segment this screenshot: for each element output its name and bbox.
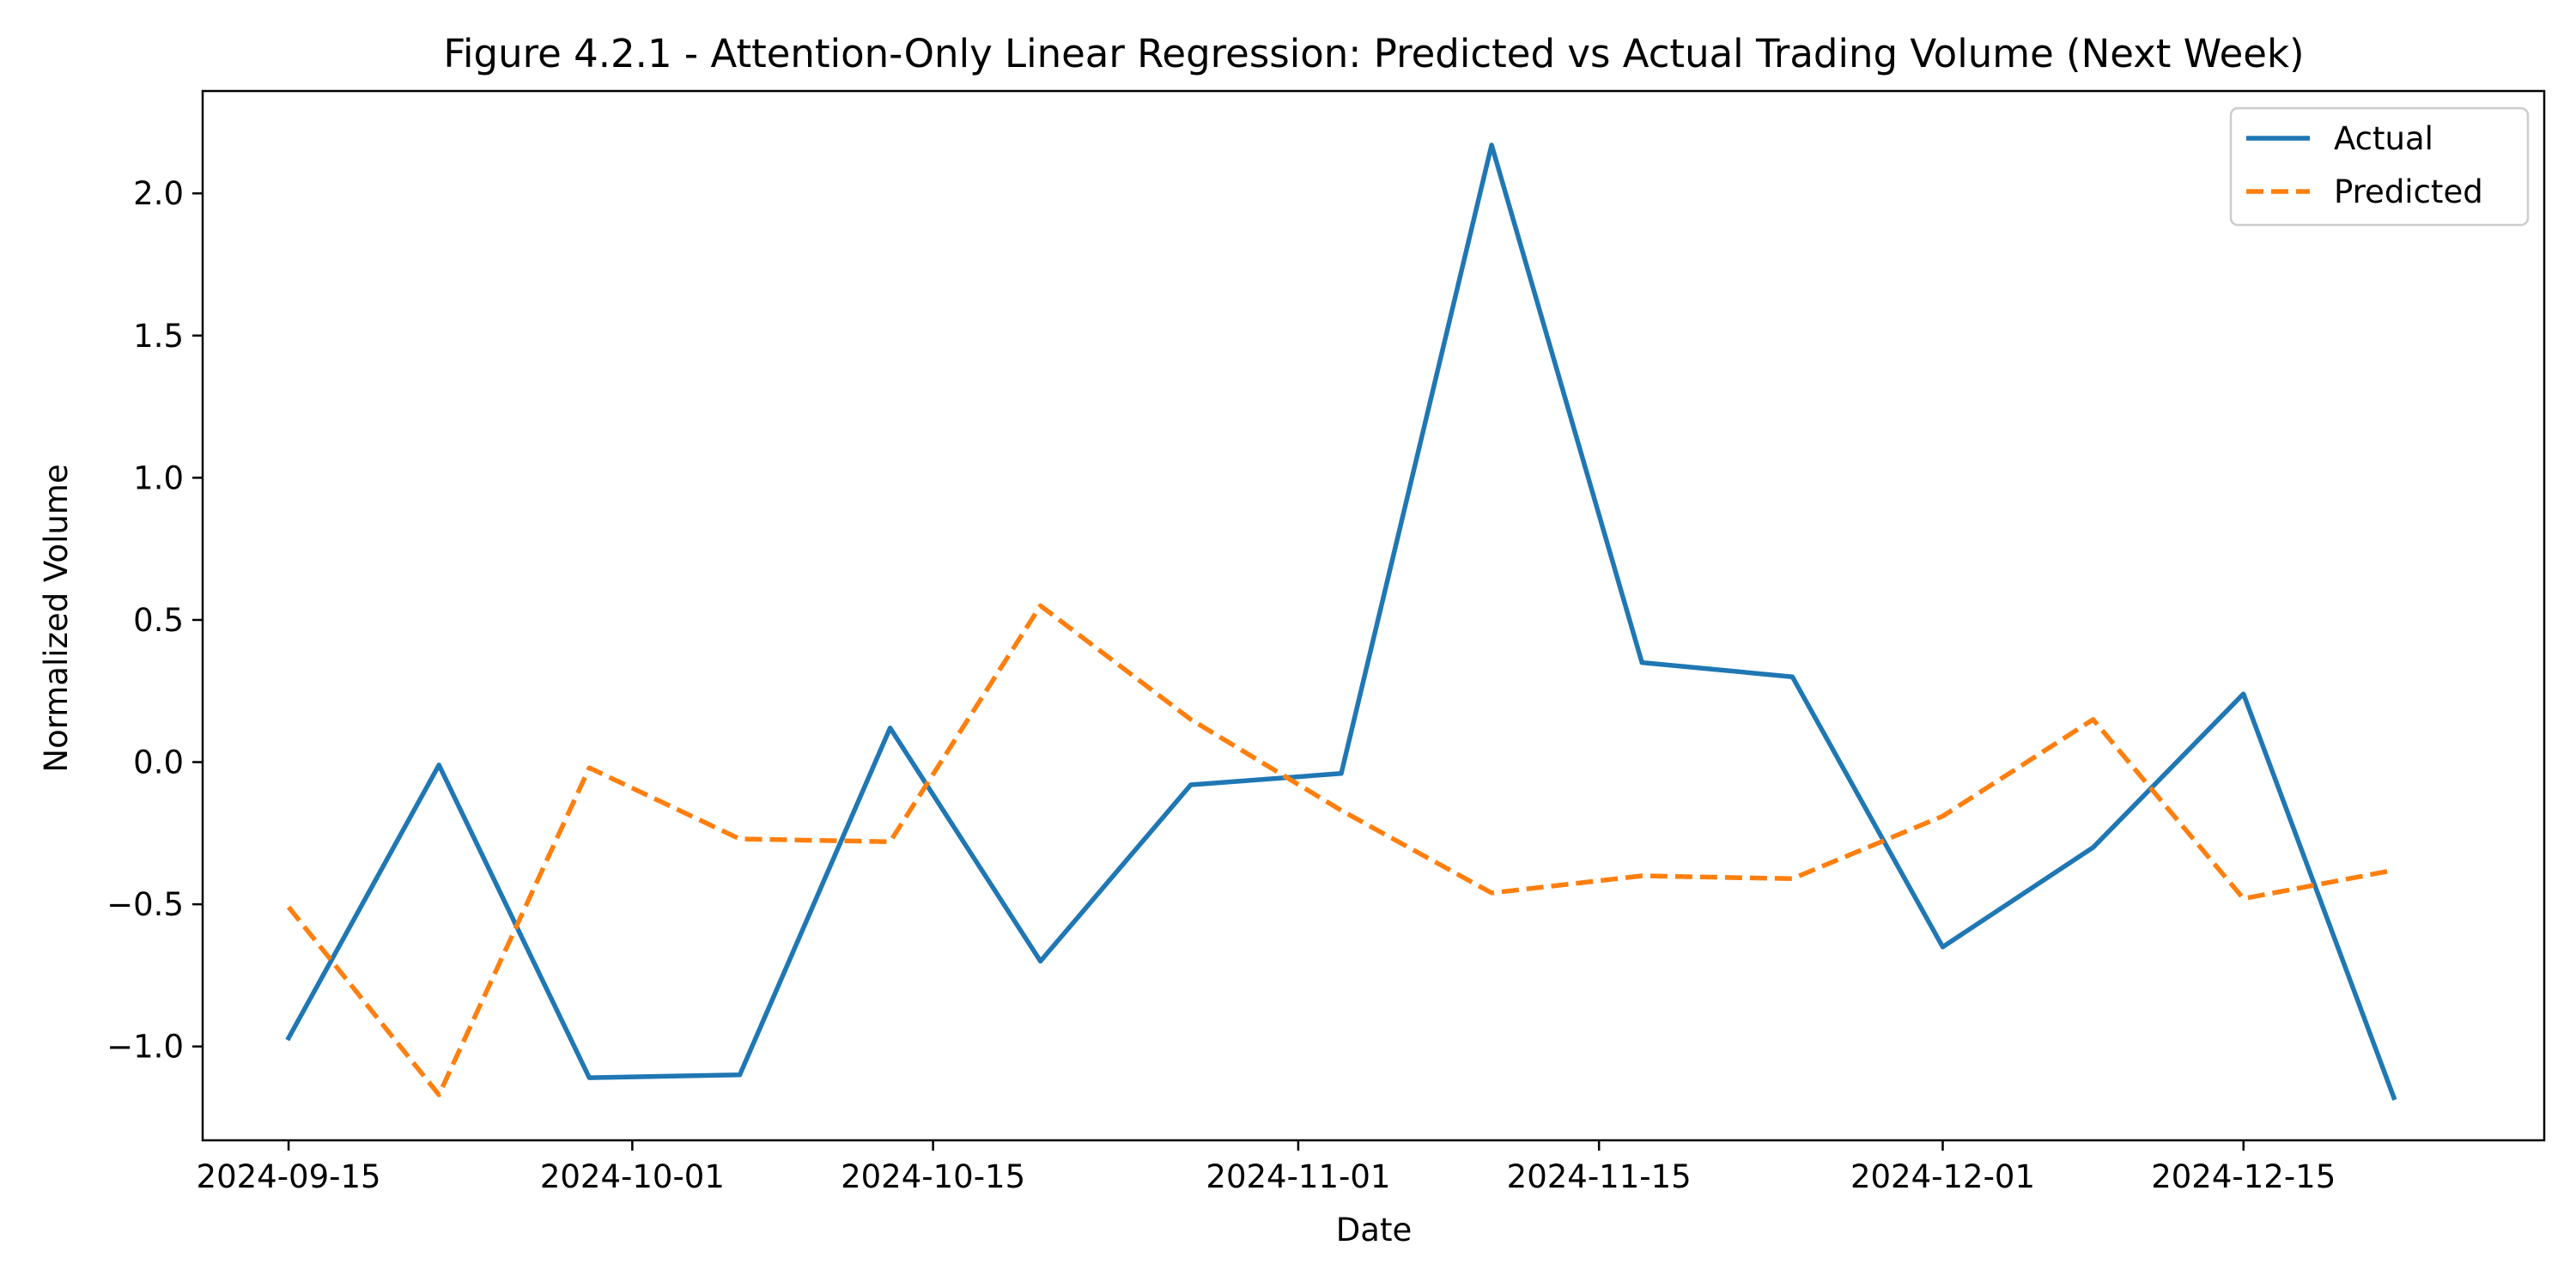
- series-line-predicted: [286, 603, 2395, 1097]
- x-axis-title: Date: [1336, 1212, 1412, 1249]
- x-tick-label: 2024-10-15: [841, 1158, 1025, 1195]
- y-tick-label: 0.0: [133, 744, 184, 781]
- legend-label-actual: Actual: [2334, 120, 2433, 157]
- legend-label-predicted: Predicted: [2334, 173, 2483, 210]
- y-tick-label: 2.0: [133, 175, 184, 212]
- axes-frame: [201, 89, 2546, 1142]
- y-tick-label: 1.0: [133, 459, 184, 496]
- x-tick-label: 2024-09-15: [197, 1158, 381, 1195]
- y-tick-label: 0.5: [133, 602, 184, 639]
- y-tick-label: 1.5: [133, 318, 184, 355]
- x-tick-label: 2024-10-01: [540, 1158, 725, 1195]
- y-axis-title: Normalized Volume: [38, 464, 75, 772]
- axes: 2024-09-15 2024-10-01 2024-10-15 2024-11-01…: [106, 89, 2546, 1195]
- y-tick-label: −0.5: [106, 886, 184, 923]
- chart-title: Figure 4.2.1 - Attention-Only Linear Reg…: [443, 31, 2304, 76]
- x-tick-label: 2024-12-01: [1850, 1158, 2035, 1195]
- x-tick-label: 2024-11-15: [1507, 1158, 1692, 1195]
- plot-area: [285, 143, 2397, 1101]
- legend: Actual Predicted: [2229, 106, 2530, 227]
- y-tick-label: −1.0: [106, 1029, 184, 1066]
- x-tick-label: 2024-11-01: [1206, 1158, 1390, 1195]
- x-tick-label: 2024-12-15: [2151, 1158, 2336, 1195]
